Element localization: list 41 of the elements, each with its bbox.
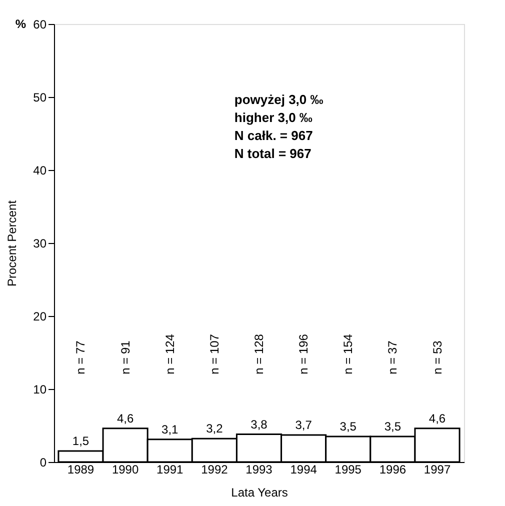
y-tick-label: 0 [40,456,47,470]
annotation: N total = 967 [234,146,312,161]
data-label: 4,6 [116,411,134,426]
data-label: 4,6 [428,411,446,426]
y-tick-label: 40 [33,164,47,178]
annotation: n = 37 [386,340,400,374]
y-tick-label: 50 [33,90,47,104]
y-axis-title: Procent Percent [5,200,20,287]
y-tick-label: 20 [33,310,47,324]
data-label: 3,2 [206,422,224,436]
annotation: n = 77 [74,340,88,374]
x-tick-label: 1995 [334,462,362,476]
annotation: n = 53 [430,340,444,374]
data-label: 3,1 [162,422,179,436]
text: % [15,17,26,31]
x-tick-label: 1992 [201,462,228,476]
annotation: n = 154 [341,334,356,374]
y-tick-label: 30 [33,236,47,250]
x-tick-label: 1997 [424,462,451,476]
x-tick-label: 1996 [379,462,406,476]
annotation: n = 91 [118,340,132,374]
data-label: 3,7 [295,418,312,432]
data-label: 3,5 [384,419,402,434]
x-axis-title: Lata Years [231,486,288,500]
annotation: n = 107 [207,334,222,374]
annotation: n = 196 [296,334,311,374]
x-tick-label: 1993 [246,462,273,476]
annotation: n = 124 [162,334,177,374]
annotation: n = 128 [252,334,266,374]
annotation: powyżej 3,0 ‰ [234,92,324,107]
data-label: 1,5 [72,434,90,448]
data-label: 3,5 [340,419,357,434]
x-tick-label: 1994 [290,462,318,476]
x-tick-label: 1989 [67,462,94,476]
annotation: N całk. = 967 [234,128,313,143]
x-tick-label: 1990 [112,462,139,476]
y-tick-label: 60 [33,18,47,32]
annotation: higher 3,0 ‰ [234,110,312,125]
x-tick-label: 1991 [156,462,184,476]
data-label: 3,8 [250,417,268,432]
y-tick-label: 10 [33,382,47,396]
